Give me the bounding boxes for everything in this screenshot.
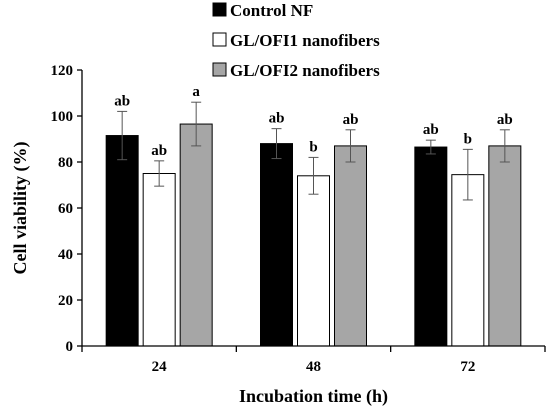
y-tick-label: 100 (51, 109, 74, 125)
y-axis-ticks: 0 20 40 60 80 100 120 (51, 63, 82, 355)
significance-label-gl-ofi2-nanofibers-72h: ab (497, 112, 513, 128)
x-axis-title: Incubation time (h) (239, 386, 388, 407)
x-axis-ticks: 24 48 72 (81, 346, 546, 375)
x-tick-label-48: 48 (306, 359, 321, 375)
x-tick-label-72: 72 (460, 359, 475, 375)
bar-control-nf-72h (414, 146, 448, 347)
y-tick-label: 120 (51, 63, 74, 79)
legend-label-gl-ofi2-nanofibers: GL/OFI2 nanofibers (230, 61, 380, 80)
significance-label-control-nf-24h: ab (114, 93, 130, 109)
significance-label-gl-ofi2-nanofibers-48h: ab (343, 112, 359, 128)
x-tick-label-24: 24 (152, 359, 168, 375)
bar-gl-ofi1-nanofibers-72h (451, 174, 485, 347)
y-tick-label: 20 (58, 293, 73, 309)
significance-label-gl-ofi1-nanofibers-48h: b (309, 139, 317, 155)
legend-label-control-nf: Control NF (230, 1, 313, 20)
significance-label-gl-ofi1-nanofibers-24h: ab (151, 143, 167, 159)
legend-label-gl-ofi1-nanofibers: GL/OFI1 nanofibers (230, 31, 380, 50)
legend-swatch-control-nf (212, 2, 227, 17)
bar-gl-ofi1-nanofibers-48h (297, 175, 330, 347)
bar-gl-ofi2-nanofibers-48h (334, 145, 367, 347)
bar-gl-ofi2-nanofibers-72h (488, 145, 522, 347)
bar-gl-ofi1-nanofibers-24h (142, 173, 176, 347)
significance-label-gl-ofi1-nanofibers-72h: b (464, 131, 472, 147)
bar-gl-ofi2-nanofibers-24h (179, 123, 213, 347)
y-tick-label: 40 (58, 247, 73, 263)
legend: Control NF GL/OFI1 nanofibers GL/OFI2 nano… (212, 1, 380, 80)
bar-control-nf-48h (260, 143, 293, 347)
legend-swatch-gl-ofi2-nanofibers (212, 62, 227, 77)
y-tick-label: 0 (66, 339, 74, 355)
bars (105, 123, 522, 347)
significance-labels: ab ab ab ab b b a ab ab (114, 84, 513, 159)
y-axis-title: Cell viability (%) (10, 142, 31, 275)
significance-label-control-nf-72h: ab (423, 122, 439, 138)
error-bars (117, 101, 510, 201)
bar-control-nf-24h (105, 135, 139, 347)
legend-swatch-gl-ofi1-nanofibers (212, 32, 227, 47)
significance-label-control-nf-48h: ab (269, 111, 285, 127)
y-tick-label: 60 (58, 201, 73, 217)
y-tick-label: 80 (58, 155, 73, 171)
significance-label-gl-ofi2-nanofibers-24h: a (192, 84, 200, 100)
